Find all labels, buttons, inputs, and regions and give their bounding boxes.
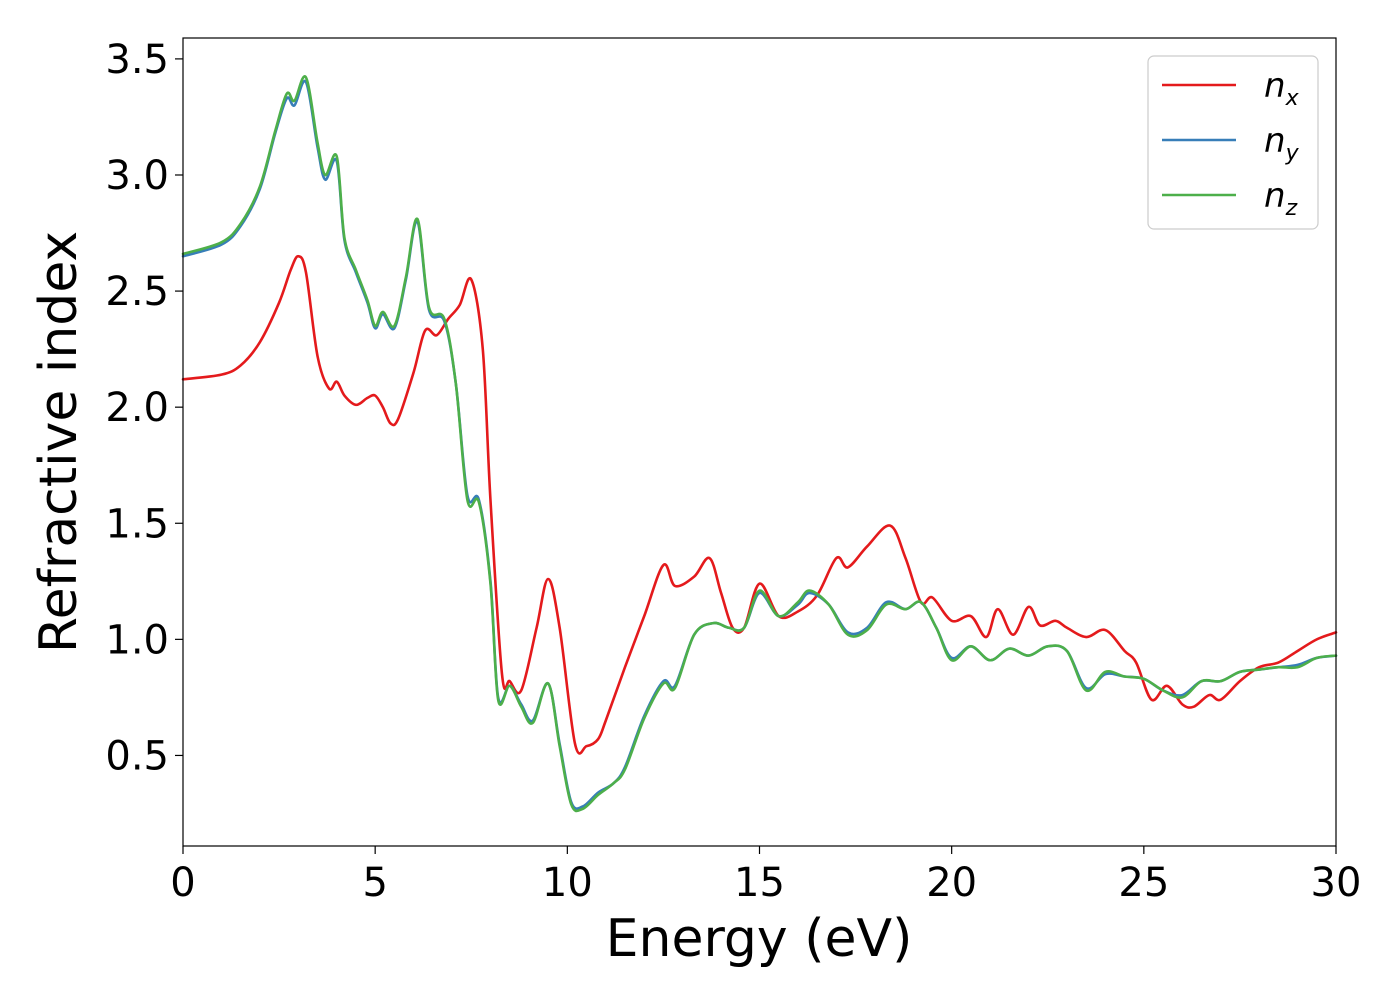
y-axis: 0.5 1.0 1.5 2.0 2.5 3.0 3.5 bbox=[105, 37, 183, 779]
legend-label-x: nx bbox=[1264, 66, 1300, 111]
legend-label-z: nz bbox=[1264, 176, 1298, 221]
y-tick-label: 1.5 bbox=[105, 501, 169, 547]
y-tick-label: 0.5 bbox=[105, 733, 169, 779]
x-tick-label: 15 bbox=[734, 860, 785, 906]
x-tick-label: 0 bbox=[170, 860, 195, 906]
series-line-x bbox=[181, 254, 1338, 755]
x-tick-label: 25 bbox=[1118, 860, 1169, 906]
x-tick-label: 20 bbox=[926, 860, 977, 906]
y-axis-title: Refractive index bbox=[29, 231, 89, 653]
y-tick-label: 2.5 bbox=[105, 269, 169, 315]
x-axis-title: Energy (eV) bbox=[606, 909, 913, 969]
legend-label-y: ny bbox=[1264, 121, 1300, 166]
legend-box bbox=[1147, 55, 1319, 230]
x-tick-label: 30 bbox=[1311, 860, 1362, 906]
legend: nx ny nz bbox=[1147, 55, 1319, 230]
x-tick-label: 10 bbox=[542, 860, 593, 906]
series-layer bbox=[181, 75, 1338, 813]
y-tick-label: 3.0 bbox=[105, 153, 169, 199]
y-tick-label: 2.0 bbox=[105, 385, 169, 431]
y-tick-label: 1.0 bbox=[105, 617, 169, 663]
x-axis: 0 5 10 15 20 25 30 bbox=[170, 846, 1361, 906]
series-line-z bbox=[181, 75, 1338, 813]
y-tick-label: 3.5 bbox=[105, 37, 169, 83]
x-tick-label: 5 bbox=[362, 860, 387, 906]
